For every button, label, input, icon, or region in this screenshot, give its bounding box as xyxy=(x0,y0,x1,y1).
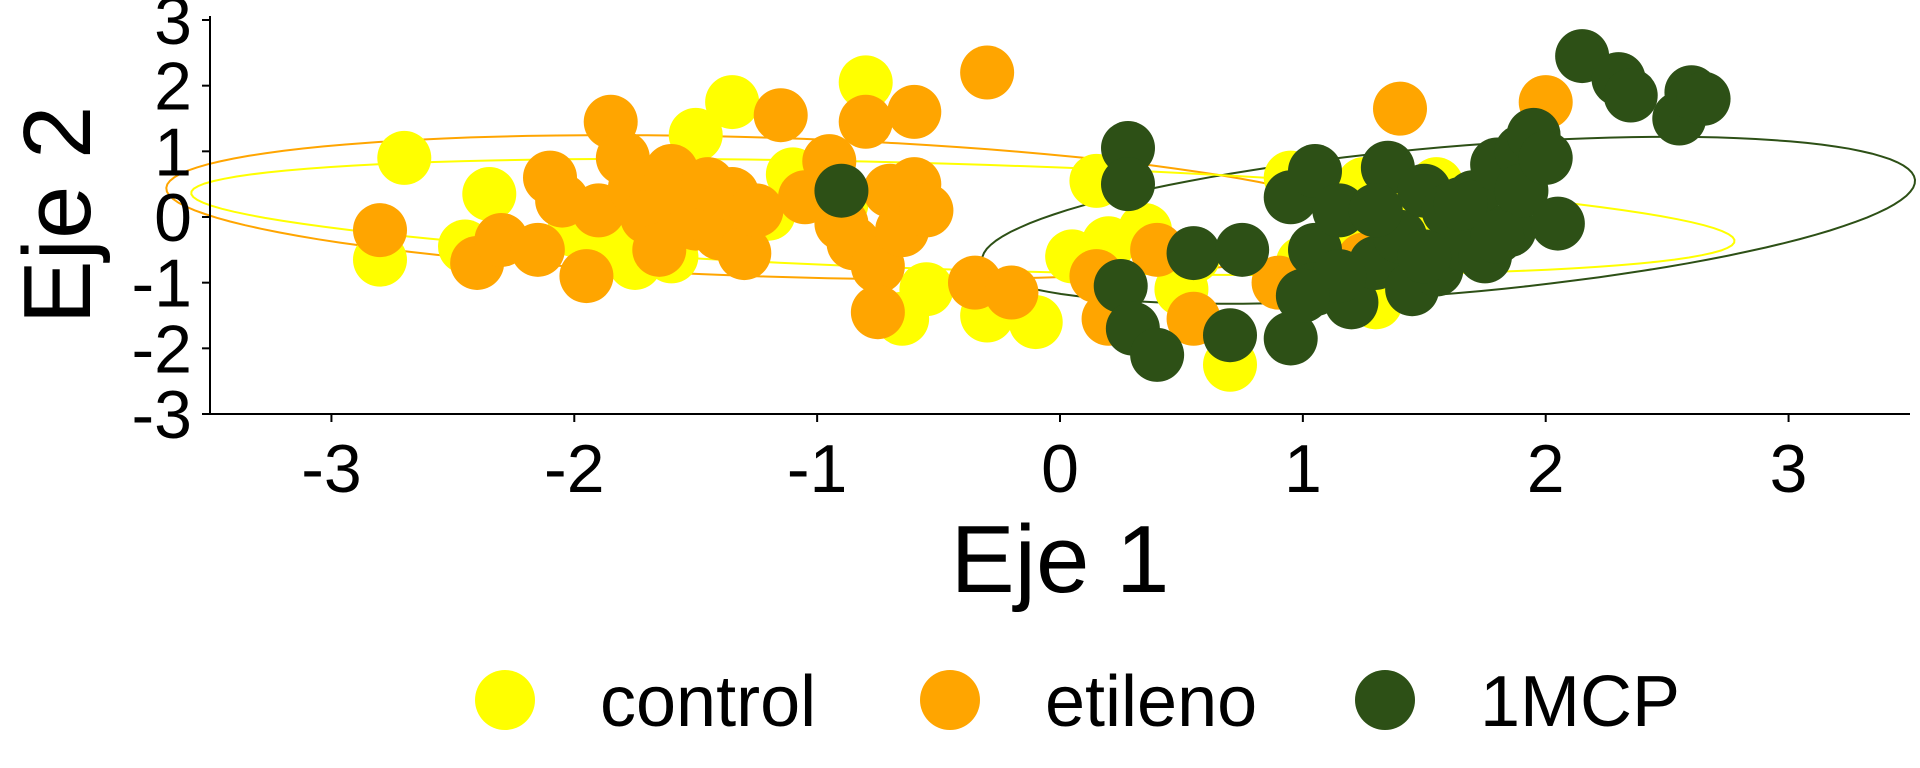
point-etileno xyxy=(899,183,954,238)
data-points xyxy=(353,29,1731,392)
point-1mcp xyxy=(1288,144,1342,199)
point-1mcp xyxy=(1470,209,1525,264)
point-1mcp xyxy=(1263,311,1318,366)
point-1mcp xyxy=(1397,229,1452,284)
y-tick-label: 3 xyxy=(154,0,192,59)
point-control xyxy=(838,55,893,110)
point-1mcp xyxy=(1215,222,1270,277)
point-etileno xyxy=(960,45,1015,100)
point-etileno xyxy=(838,94,893,149)
point-1mcp xyxy=(1603,68,1658,123)
legend-key-etileno xyxy=(920,670,980,730)
legend: control etileno 1MCP xyxy=(475,662,1680,742)
x-tick-label: 1 xyxy=(1284,431,1322,507)
point-etileno xyxy=(353,203,407,258)
y-tick-label: 1 xyxy=(154,114,192,190)
x-tick-label: -2 xyxy=(544,431,604,507)
point-1mcp xyxy=(1348,183,1403,238)
point-etileno xyxy=(984,265,1039,320)
x-axis-title: Eje 1 xyxy=(951,506,1170,613)
x-tick-label: 0 xyxy=(1041,431,1079,507)
point-1mcp xyxy=(1530,196,1585,251)
legend-label-1mcp: 1MCP xyxy=(1480,662,1680,742)
point-control xyxy=(705,75,760,130)
point-etileno xyxy=(1373,81,1427,136)
y-tick-label: 2 xyxy=(154,49,192,125)
x-tick-label: -1 xyxy=(787,431,847,507)
point-1mcp xyxy=(1130,327,1185,382)
point-1mcp xyxy=(1166,226,1221,281)
point-etileno xyxy=(887,84,942,139)
legend-label-control: control xyxy=(600,662,816,742)
point-control xyxy=(462,167,517,222)
y-tick-label: -1 xyxy=(132,246,192,322)
x-tick-label: 3 xyxy=(1770,431,1808,507)
point-etileno xyxy=(559,249,614,304)
y-tick-label: -2 xyxy=(132,311,192,387)
point-1mcp xyxy=(1275,268,1330,323)
point-control xyxy=(377,130,432,185)
point-1mcp xyxy=(1101,157,1155,212)
y-tick-label: 0 xyxy=(154,180,192,256)
point-etileno xyxy=(850,285,905,340)
point-etileno xyxy=(753,88,808,143)
legend-key-1mcp xyxy=(1355,670,1415,730)
legend-label-etileno: etileno xyxy=(1045,662,1257,742)
x-tick-label: -3 xyxy=(301,431,361,507)
point-1mcp xyxy=(1203,308,1257,363)
point-1mcp xyxy=(1676,71,1731,126)
point-1mcp xyxy=(1093,258,1148,313)
point-etileno xyxy=(729,183,784,238)
legend-key-control xyxy=(475,670,535,730)
x-tick-label: 2 xyxy=(1527,431,1565,507)
point-1mcp xyxy=(814,163,869,218)
point-etileno xyxy=(510,222,565,277)
x-ticks: -3 -2 -1 0 1 2 3 xyxy=(301,414,1807,507)
point-1mcp xyxy=(1518,130,1573,185)
y-axis-title: Eje 2 xyxy=(4,106,111,325)
y-tick-label: -3 xyxy=(132,377,192,453)
point-1mcp xyxy=(1433,176,1488,231)
point-etileno xyxy=(717,226,772,281)
